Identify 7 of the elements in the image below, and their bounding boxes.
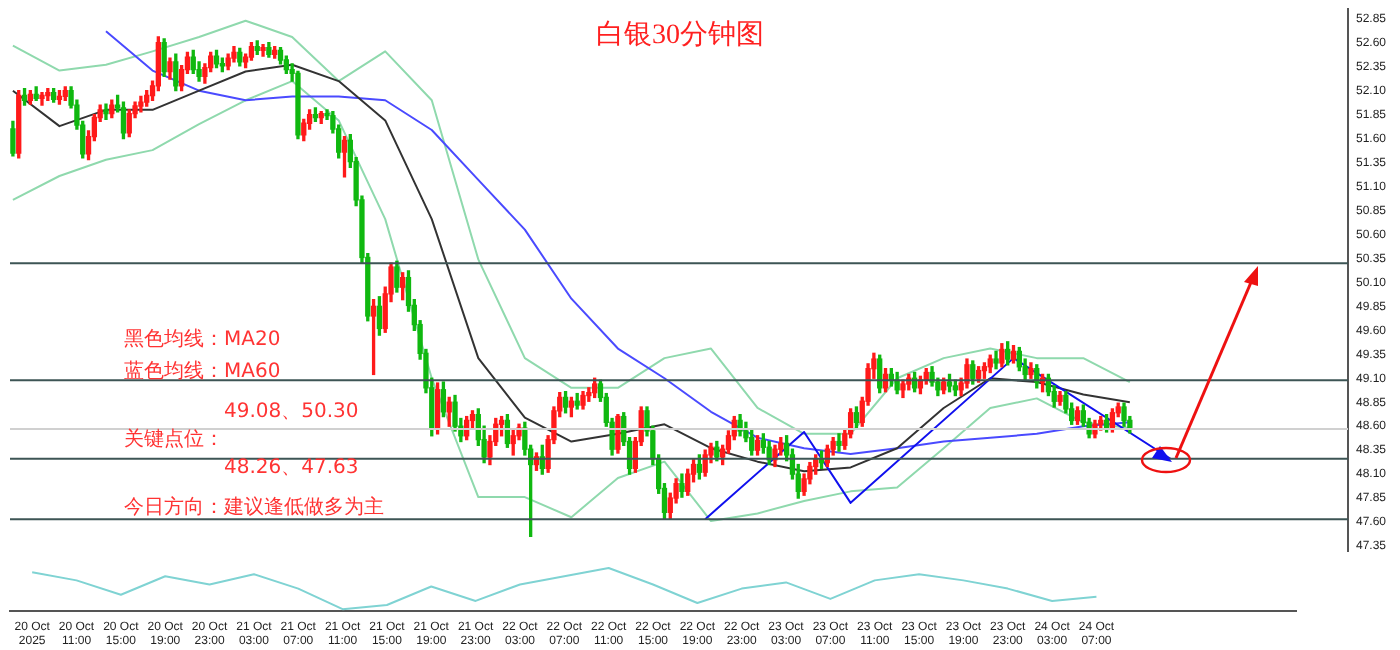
annotation: 关键点位： [124,427,224,452]
annotation: 蓝色均线：MA60 [124,359,281,384]
annotation: 49.08、50.30 [224,401,359,424]
annotation: 今日方向：建议逢低做多为主 [124,495,384,520]
annotation: 48.26、47.63 [224,457,359,480]
annotation: 黑色均线：MA20 [124,327,281,352]
text: 白银30分钟图 [596,19,764,52]
